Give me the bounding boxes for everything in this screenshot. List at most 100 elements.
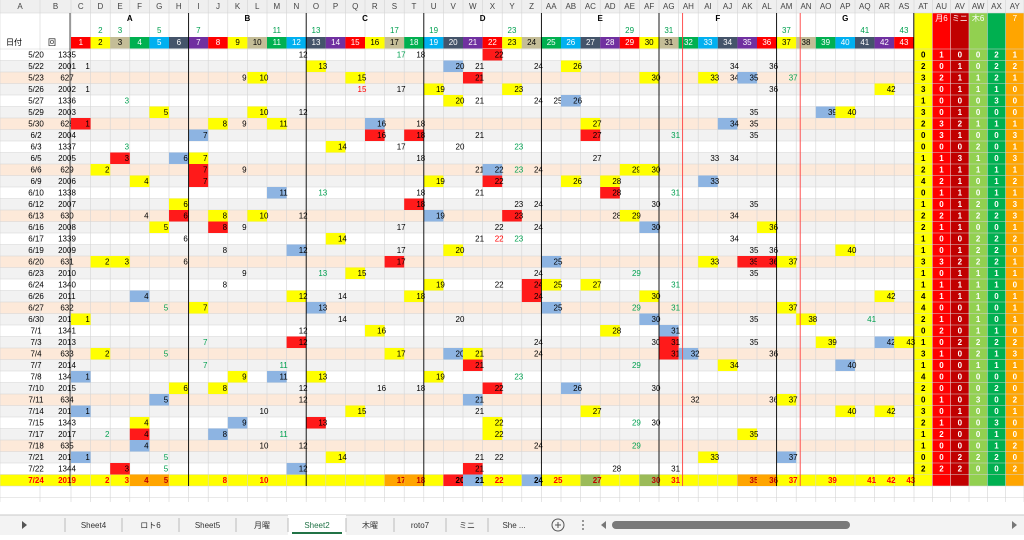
number-cell-bg — [776, 256, 797, 268]
count-cell: 0 — [1013, 384, 1018, 393]
count-cell: 2 — [976, 142, 981, 151]
column-letter: AI — [704, 2, 712, 11]
count-cell: 2 — [921, 464, 926, 473]
row-bg — [0, 175, 914, 187]
menu-dot[interactable] — [582, 520, 584, 522]
number-cell: 30 — [652, 292, 661, 301]
column-letter: AL — [762, 2, 772, 11]
sheet-tab[interactable]: She ... — [502, 521, 525, 530]
count-cell: 1 — [921, 338, 926, 347]
header-number-bg — [757, 37, 777, 49]
number-cell: 21 — [475, 131, 484, 140]
hscroll-thumb[interactable] — [612, 521, 850, 529]
number-cell-bg — [659, 348, 679, 360]
header-number: 13 — [312, 38, 321, 47]
sheet-tab[interactable]: ロト6 — [140, 521, 161, 530]
number-cell-bg — [502, 83, 522, 95]
number-cell-bg — [306, 371, 326, 383]
header-number-bg — [521, 37, 542, 49]
date-cell: 7/14 — [28, 407, 44, 416]
sheet-tab[interactable]: 木曜 — [362, 520, 378, 530]
count-cell: 1 — [1013, 142, 1018, 151]
number-cell-bg — [169, 198, 189, 210]
number-cell: 38 — [808, 315, 817, 324]
column-header-bg — [0, 0, 1024, 13]
number-cell: 23 — [514, 85, 523, 94]
number-cell-bg — [698, 175, 718, 187]
number-cell-bg — [149, 394, 169, 406]
date-cell: 7/4 — [30, 349, 42, 358]
number-cell: 21 — [475, 464, 484, 473]
count-cell: 0 — [994, 131, 999, 140]
number-cell-bg — [698, 72, 718, 84]
number-cell-bg — [776, 394, 797, 406]
count-cell: 1 — [976, 73, 981, 82]
sheet-tab[interactable]: roto7 — [411, 521, 430, 530]
column-letter: AC — [585, 2, 596, 11]
count-cell: 1 — [1013, 223, 1018, 232]
header-number-bg — [208, 37, 228, 49]
count-cell: 0 — [939, 234, 944, 243]
number-cell-bg — [71, 313, 91, 325]
number-cell: 36 — [769, 257, 778, 266]
count-cell: 2 — [958, 119, 963, 128]
count-cell: 1 — [958, 188, 963, 197]
row-bg — [0, 72, 914, 84]
count-cell: 0 — [939, 372, 944, 381]
date-cell: 6/23 — [28, 269, 44, 278]
number-cell: 13 — [318, 62, 327, 71]
sheet-tab[interactable]: Sheet4 — [81, 521, 107, 530]
number-cell: 10 — [260, 441, 269, 450]
count-cell: 1 — [994, 165, 999, 174]
number-cell-bg — [698, 451, 718, 463]
count-cell: 0 — [921, 188, 926, 197]
count-cell: 3 — [958, 154, 963, 163]
number-cell: 12 — [299, 292, 308, 301]
sheet-tab[interactable]: ミニ — [459, 521, 475, 530]
number-cell: 24 — [534, 349, 543, 358]
date-cell: 7/17 — [28, 430, 44, 439]
number-cell: 42 — [887, 292, 896, 301]
number-cell: 29 — [632, 361, 641, 370]
count-cell: 3 — [1013, 131, 1018, 140]
number-cell-bg — [894, 336, 914, 348]
number-cell-bg — [404, 198, 424, 210]
header-number-bg — [717, 37, 738, 49]
sheet-tab[interactable]: Sheet2 — [304, 521, 330, 530]
number-cell: 39 — [828, 476, 837, 485]
number-cell: 15 — [358, 269, 367, 278]
tab-scroll-right[interactable] — [22, 521, 27, 529]
number-cell: 8 — [223, 280, 228, 289]
number-cell-bg — [208, 428, 228, 440]
number-cell: 21 — [475, 234, 484, 243]
number-cell: 26 — [573, 96, 582, 105]
column-letter: AM — [780, 2, 792, 11]
sheet-tab[interactable]: 月曜 — [254, 521, 270, 530]
hscroll-left[interactable] — [601, 521, 606, 529]
round-cell: 1342 — [58, 372, 76, 381]
count-cell: 2 — [939, 326, 944, 335]
count-cell: 1 — [1013, 50, 1018, 59]
number-cell: 18 — [416, 384, 425, 393]
number-cell: 42 — [887, 338, 896, 347]
number-cell-bg — [267, 118, 287, 130]
add-sheet[interactable] — [551, 518, 565, 532]
count-cell: 0 — [976, 96, 981, 105]
count-cell: 1 — [958, 165, 963, 174]
column-letter: Z — [529, 2, 534, 11]
count-cell: 1 — [994, 441, 999, 450]
number-cell: 24 — [534, 223, 543, 232]
hscroll-right[interactable] — [1012, 521, 1017, 529]
count-cell: 1 — [976, 85, 981, 94]
sheet-tab[interactable]: Sheet5 — [195, 521, 221, 530]
number-cell: 37 — [789, 303, 798, 312]
header-number: 14 — [331, 38, 340, 47]
number-cell: 22 — [495, 165, 504, 174]
count-cell: 1 — [1013, 257, 1018, 266]
number-cell: 31 — [671, 303, 680, 312]
column-letter: Y — [509, 2, 515, 11]
number-cell: 35 — [750, 119, 759, 128]
number-cell: 17 — [397, 85, 406, 94]
round-cell: 2009 — [58, 246, 76, 255]
